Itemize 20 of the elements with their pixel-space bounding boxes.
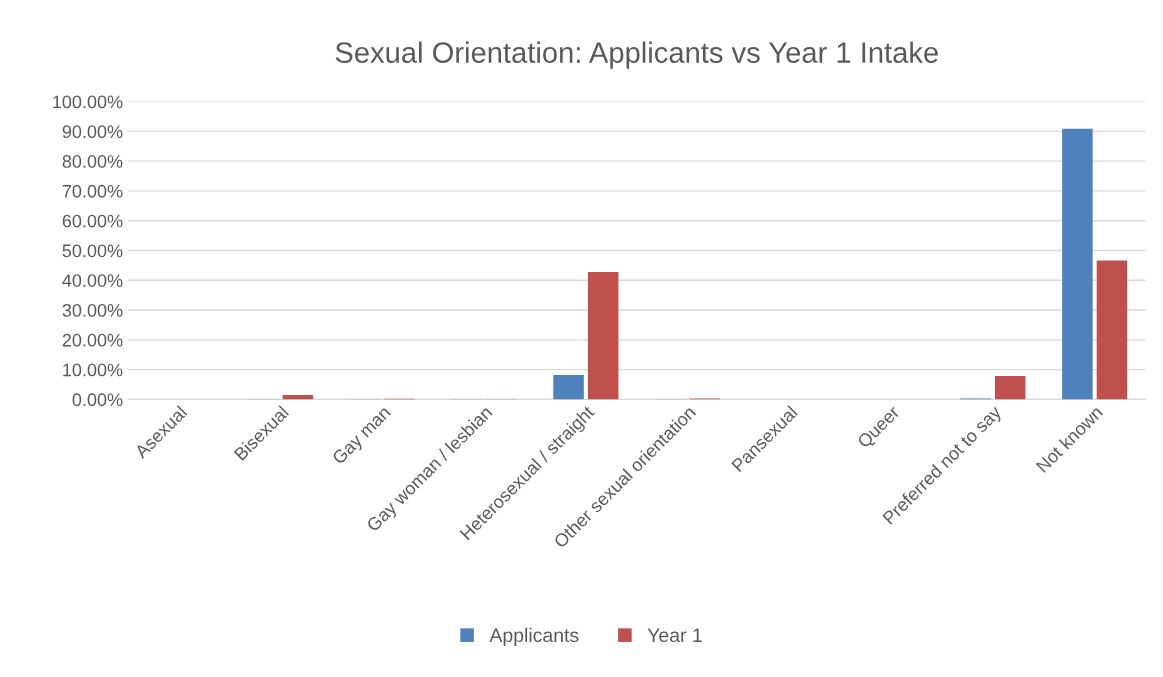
legend-label: Year 1 <box>647 628 702 643</box>
bar <box>587 271 619 400</box>
legend-label: Applicants <box>489 627 579 646</box>
y-tick-label: 40.00% <box>62 274 123 287</box>
y-tick-label: 50.00% <box>62 244 123 258</box>
bar <box>1096 260 1128 400</box>
x-tick-label: Gay man <box>331 405 394 468</box>
y-tick-label: 0.00% <box>72 393 123 407</box>
bar <box>1062 128 1093 400</box>
y-tick-label: 70.00% <box>62 184 123 198</box>
y-tick-label: 20.00% <box>62 333 123 347</box>
y-tick-label: 10.00% <box>63 363 123 377</box>
bar <box>994 375 1026 400</box>
bar <box>553 375 584 400</box>
y-tick-label: 90.00% <box>62 125 123 139</box>
y-tick-label: 100.00% <box>53 95 123 109</box>
y-tick-label: 60.00% <box>62 214 123 228</box>
y-tick-label: 30.00% <box>62 304 123 317</box>
chart-title: Sexual Orientation: Applicants vs Year 1 Intake <box>335 41 938 69</box>
y-tick-label: 80.00% <box>62 155 123 168</box>
